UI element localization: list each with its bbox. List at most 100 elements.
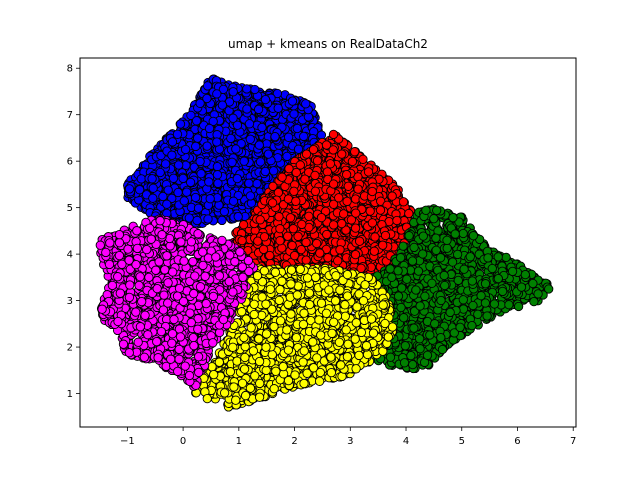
data-point	[328, 220, 339, 230]
data-point	[244, 119, 255, 129]
data-point	[253, 104, 264, 115]
data-point	[392, 215, 402, 226]
data-point	[337, 218, 347, 229]
data-point	[312, 156, 323, 166]
data-point	[233, 211, 243, 222]
data-point	[148, 193, 158, 203]
data-point	[237, 235, 247, 246]
data-point	[192, 133, 203, 143]
data-point	[250, 84, 260, 95]
data-point	[242, 104, 252, 114]
data-point	[293, 231, 303, 242]
data-point	[232, 173, 242, 184]
data-point	[378, 240, 388, 250]
data-point	[375, 205, 386, 215]
data-point	[398, 197, 409, 207]
data-point	[228, 113, 238, 123]
data-point	[212, 89, 222, 99]
data-point	[191, 116, 202, 126]
data-point	[291, 196, 301, 206]
data-point	[226, 133, 236, 144]
data-point	[244, 178, 254, 188]
data-point	[192, 215, 202, 226]
data-point	[204, 177, 214, 187]
data-point	[370, 232, 380, 242]
data-point	[310, 186, 321, 196]
data-point	[196, 169, 206, 179]
data-point	[289, 109, 299, 119]
data-point	[182, 187, 192, 197]
data-point	[259, 232, 270, 242]
data-point	[273, 187, 284, 198]
data-point	[337, 149, 347, 159]
data-point	[265, 250, 275, 261]
data-point	[228, 87, 238, 97]
data-point	[219, 206, 230, 217]
series-1	[123, 74, 327, 230]
data-point	[380, 230, 391, 241]
data-point	[343, 181, 353, 191]
data-point	[245, 191, 256, 201]
data-point	[297, 219, 307, 230]
data-point	[205, 194, 215, 204]
data-point	[304, 211, 314, 221]
data-point	[338, 209, 349, 219]
data-point	[322, 229, 332, 240]
data-point	[167, 150, 177, 160]
data-point	[363, 167, 374, 177]
data-point	[333, 256, 343, 266]
data-point	[217, 215, 227, 226]
data-point	[175, 119, 186, 129]
data-point	[289, 186, 299, 196]
data-point	[263, 149, 274, 159]
data-point	[155, 167, 165, 178]
data-point	[202, 81, 213, 91]
data-point	[180, 144, 191, 155]
data-point	[212, 170, 223, 180]
data-point	[353, 184, 363, 194]
data-point	[350, 147, 360, 157]
data-point	[255, 215, 265, 225]
data-point	[227, 157, 237, 167]
data-point	[295, 160, 305, 170]
data-point	[124, 184, 135, 194]
data-point	[136, 174, 146, 184]
data-point	[367, 186, 377, 197]
data-point	[245, 134, 255, 144]
data-point	[275, 236, 285, 246]
data-point	[365, 206, 375, 216]
data-point	[350, 223, 361, 233]
data-point	[260, 166, 270, 177]
data-point	[328, 179, 339, 189]
data-point	[358, 154, 368, 164]
data-point	[212, 161, 223, 172]
chart-title: umap + kmeans on RealDataCh2	[228, 37, 428, 51]
data-point	[335, 245, 345, 255]
data-point	[257, 122, 267, 133]
data-point	[288, 224, 298, 234]
data-point	[191, 141, 201, 152]
data-point	[252, 178, 262, 189]
data-point	[301, 255, 311, 265]
data-point	[254, 140, 264, 150]
data-point	[268, 166, 279, 176]
data-point	[270, 131, 280, 142]
data-point	[308, 144, 319, 155]
data-point	[163, 185, 173, 195]
data-point	[239, 156, 249, 166]
data-point	[193, 203, 204, 213]
data-point	[275, 224, 285, 234]
data-point	[148, 183, 158, 193]
data-point	[301, 99, 311, 109]
data-point	[283, 231, 293, 241]
data-point	[179, 196, 189, 206]
data-point	[168, 173, 179, 183]
data-point	[310, 170, 320, 181]
data-point	[267, 198, 278, 208]
data-point	[367, 218, 378, 228]
data-point	[312, 238, 322, 249]
data-point	[174, 160, 184, 170]
data-point	[285, 213, 296, 223]
data-point	[160, 159, 171, 169]
